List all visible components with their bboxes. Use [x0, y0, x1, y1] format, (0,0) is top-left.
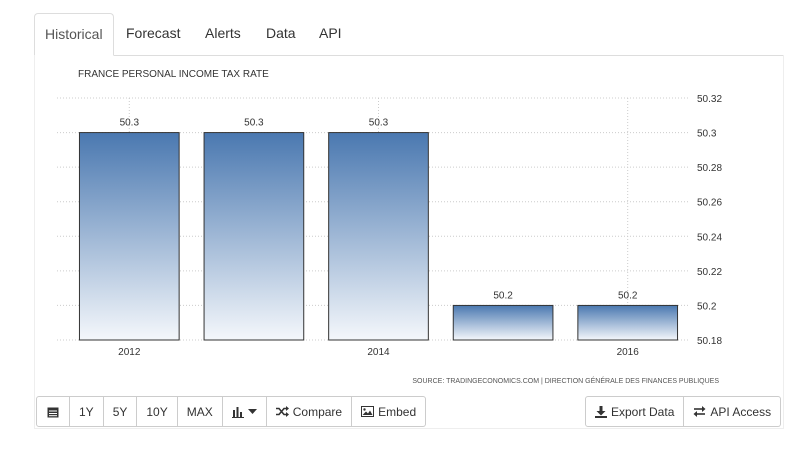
data-label: 50.2 [493, 290, 513, 301]
range-5y-button[interactable]: 5Y [103, 396, 138, 427]
y-axis-tick-labels: 50.18 50.2 50.22 50.24 50.26 50.28 50.3 50.32 [697, 94, 722, 347]
data-labels: 50.3 50.3 50.3 50.2 50.2 [120, 118, 638, 302]
export-data-button[interactable]: Export Data [585, 396, 685, 427]
chart-title: FRANCE PERSONAL INCOME TAX RATE [78, 69, 269, 80]
caret-down-icon [247, 408, 257, 414]
y-tick-label: 50.22 [697, 267, 722, 278]
data-label: 50.2 [618, 290, 638, 301]
tab-data[interactable]: Data [266, 25, 296, 41]
y-tick-label: 50.26 [697, 198, 722, 209]
embed-label: Embed [378, 404, 417, 419]
api-access-label: API Access [710, 404, 772, 419]
x-tick-label: 2012 [118, 347, 141, 358]
tab-api[interactable]: API [319, 25, 342, 41]
bar [452, 304, 554, 341]
data-label: 50.3 [120, 118, 140, 129]
y-tick-label: 50.28 [697, 163, 722, 174]
tab-forecast[interactable]: Forecast [126, 25, 181, 41]
chart-source: SOURCE: TRADINGECONOMICS.COM | DIRECTION… [412, 376, 719, 385]
range-10y-button[interactable]: 10Y [137, 396, 178, 427]
tab-bar: Historical Forecast Alerts Data API [34, 13, 784, 56]
bar-chart-icon [231, 406, 244, 418]
y-tick-label: 50.32 [697, 94, 722, 105]
bar [577, 304, 679, 341]
download-icon [595, 405, 607, 418]
bars [78, 132, 679, 341]
calendar-icon [47, 407, 59, 417]
y-tick-label: 50.24 [697, 232, 722, 243]
range-1y-button[interactable]: 1Y [70, 396, 104, 427]
export-toolbar: Export Data API Access [585, 396, 782, 427]
x-axis-tick-labels: 2012 2014 2016 [118, 347, 639, 358]
image-icon [361, 406, 375, 417]
bar-chart: FRANCE PERSONAL INCOME TAX RATE 50.3 50.3… [57, 69, 722, 385]
api-access-button[interactable]: API Access [684, 396, 782, 427]
tab-historical[interactable]: Historical [34, 13, 114, 56]
chart-toolbar: 1Y 5Y 10Y MAX Compare [36, 396, 427, 427]
compare-label: Compare [292, 404, 343, 419]
bar [78, 132, 180, 341]
data-label: 50.3 [244, 118, 264, 129]
embed-button[interactable]: Embed [352, 396, 427, 427]
shuffle-icon [275, 406, 289, 417]
calendar-button[interactable] [36, 396, 70, 427]
x-tick-label: 2016 [617, 347, 640, 358]
range-max-button[interactable]: MAX [177, 396, 223, 427]
bar [203, 132, 305, 341]
exchange-icon [693, 406, 706, 417]
bar [328, 132, 429, 341]
chart-panel [34, 55, 784, 429]
y-tick-label: 50.3 [697, 129, 717, 140]
export-data-label: Export Data [611, 404, 675, 419]
tab-alerts[interactable]: Alerts [205, 25, 241, 41]
y-tick-label: 50.18 [697, 336, 722, 347]
x-tick-label: 2014 [367, 347, 390, 358]
data-label: 50.3 [369, 118, 389, 129]
chart-type-button[interactable] [222, 396, 267, 427]
compare-button[interactable]: Compare [266, 396, 353, 427]
y-tick-label: 50.2 [697, 301, 717, 312]
